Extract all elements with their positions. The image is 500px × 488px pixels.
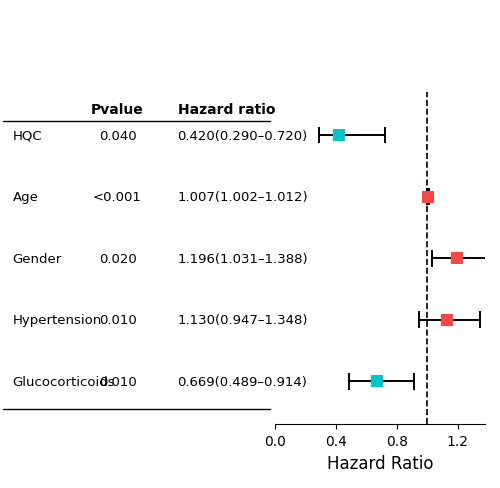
Text: HQC: HQC xyxy=(12,129,42,142)
Text: 0.669(0.489–0.914): 0.669(0.489–0.914) xyxy=(178,375,308,388)
Text: 0.420(0.290–0.720): 0.420(0.290–0.720) xyxy=(178,129,308,142)
Text: 1.196(1.031–1.388): 1.196(1.031–1.388) xyxy=(178,252,308,265)
Text: 1.130(0.947–1.348): 1.130(0.947–1.348) xyxy=(178,314,308,326)
Text: 0.040: 0.040 xyxy=(98,129,136,142)
Text: Gender: Gender xyxy=(12,252,62,265)
Text: 0.010: 0.010 xyxy=(98,375,136,388)
Text: Hypertension: Hypertension xyxy=(12,314,102,326)
Text: Glucocorticoids: Glucocorticoids xyxy=(12,375,115,388)
Text: <0.001: <0.001 xyxy=(93,191,142,203)
Text: 0.010: 0.010 xyxy=(98,314,136,326)
Text: 0.020: 0.020 xyxy=(98,252,136,265)
Text: Hazard ratio: Hazard ratio xyxy=(178,103,275,117)
Text: Age: Age xyxy=(12,191,38,203)
Text: Pvalue: Pvalue xyxy=(91,103,144,117)
X-axis label: Hazard Ratio: Hazard Ratio xyxy=(327,454,433,472)
Text: 1.007(1.002–1.012): 1.007(1.002–1.012) xyxy=(178,191,308,203)
